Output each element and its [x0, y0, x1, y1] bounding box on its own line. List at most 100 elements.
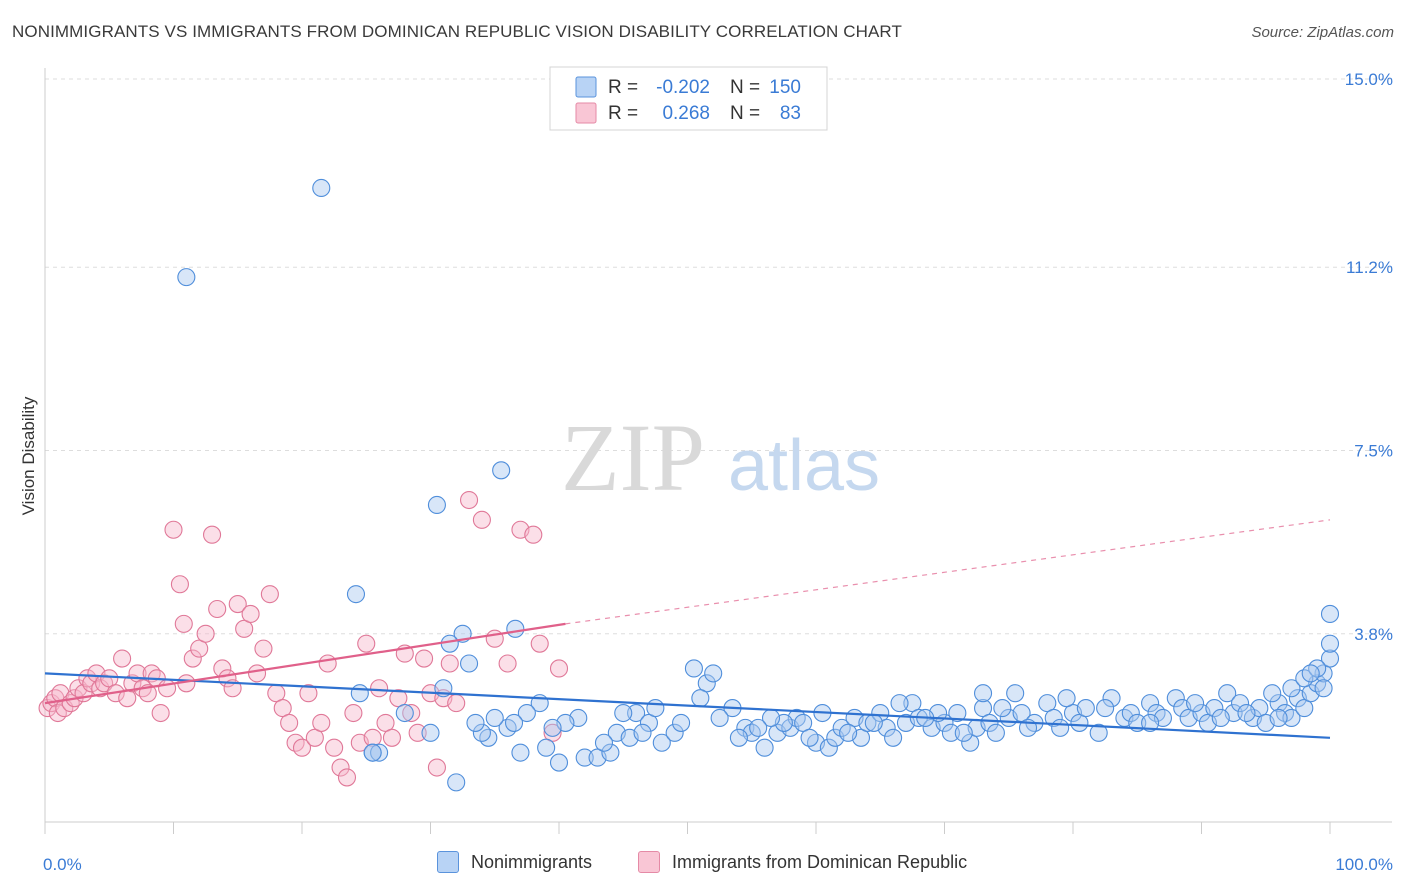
- nonimmigrants-point: [350, 684, 369, 703]
- nonimmigrants-point: [864, 713, 883, 732]
- nonimmigrants-point: [646, 699, 665, 718]
- nonimmigrants-point: [1320, 604, 1340, 624]
- immigrants-point: [524, 525, 543, 544]
- watermark-zip: ZIP: [561, 404, 705, 511]
- immigrants-point: [228, 595, 247, 614]
- nonimmigrants-point: [421, 723, 440, 742]
- nonimmigrants-point: [472, 723, 491, 742]
- nonimmigrants-point: [543, 718, 562, 737]
- legend-r-value-1: -0.202: [656, 77, 710, 98]
- watermark-atlas: atlas: [728, 426, 880, 506]
- nonimmigrants-point: [1282, 679, 1301, 698]
- legend-box: R = -0.202 N = 150 R = 0.268 N = 83: [549, 66, 828, 131]
- nonimmigrants-point: [1320, 634, 1340, 653]
- legend-swatch-immigrants: [575, 102, 597, 124]
- legend-swatch-pink: [638, 851, 660, 873]
- immigrants-point: [318, 654, 337, 673]
- nonimmigrants-point: [601, 743, 620, 762]
- immigrants-point: [357, 634, 376, 653]
- immigrants-point: [260, 585, 279, 604]
- immigrants-point: [95, 674, 114, 693]
- trend-layer: [44, 519, 1331, 739]
- nonimmigrants-point: [485, 708, 504, 728]
- nonimmigrants-point: [511, 743, 530, 762]
- legend-n-label-2: N =: [730, 103, 760, 124]
- immigrants-point: [498, 654, 517, 673]
- immigrants-point: [151, 703, 170, 723]
- tick-labels: 3.8% 7.5% 11.2% 15.0% 0.0% 100.0%: [43, 70, 1393, 874]
- nonimmigrants-point: [427, 495, 446, 515]
- nonimmigrants-point: [819, 738, 838, 757]
- legend-label-immigrants: Immigrants from Dominican Republic: [672, 851, 968, 872]
- nonimmigrants-point: [1166, 689, 1185, 708]
- immigrants-point: [292, 738, 312, 757]
- nonimmigrants-point: [633, 723, 652, 742]
- source-label: Source: ZipAtlas.com: [1251, 24, 1394, 41]
- nonimmigrants-point: [1076, 699, 1095, 718]
- nonimmigrants-point: [575, 748, 594, 767]
- immigrants-point: [382, 728, 402, 747]
- nonimmigrants-point: [890, 694, 909, 713]
- immigrants-trendline: [44, 622, 566, 705]
- immigrants-point: [247, 664, 267, 683]
- nonimmigrants-point: [363, 743, 382, 762]
- nonimmigrants-point: [177, 268, 196, 287]
- nonimmigrants-point: [1320, 649, 1340, 668]
- nonimmigrants-point: [884, 728, 903, 747]
- x-tick-label: 100.0%: [1335, 855, 1393, 874]
- nonimmigrants-point: [1211, 708, 1230, 728]
- immigrants-point: [344, 703, 363, 723]
- immigrants-point: [331, 758, 350, 777]
- immigrants-point: [241, 604, 260, 624]
- legend-n-value-2: 83: [780, 103, 801, 124]
- bottom-legend: Nonimmigrants Immigrants from Dominican …: [0, 851, 1406, 879]
- nonimmigrants-point: [704, 664, 723, 683]
- nonimmigrants-point: [1141, 694, 1160, 713]
- immigrants-point: [427, 758, 446, 777]
- immigrants-point: [325, 738, 344, 757]
- nonimmigrants-point: [986, 723, 1005, 742]
- nonimmigrants-point: [395, 703, 414, 723]
- nonimmigrants-point: [980, 713, 999, 732]
- nonimmigrants-point: [973, 684, 993, 703]
- legend-r-label-2: R =: [608, 103, 638, 124]
- immigrants-point: [208, 599, 227, 619]
- axis-layer: [44, 68, 1392, 834]
- immigrants-point: [299, 684, 318, 703]
- immigrants-point: [549, 659, 569, 678]
- nonimmigrants-point: [1044, 708, 1063, 728]
- nonimmigrants-point: [1089, 723, 1108, 742]
- nonimmigrants-point: [1263, 684, 1282, 703]
- legend-swatch-blue: [437, 851, 459, 873]
- nonimmigrants-point: [684, 659, 703, 678]
- immigrants-point: [170, 575, 189, 594]
- nonimmigrants-point: [504, 713, 524, 732]
- immigrants-point: [158, 679, 177, 698]
- nonimmigrants-point: [517, 703, 536, 723]
- immigrants-point: [183, 649, 202, 668]
- nonimmigrants-point: [447, 773, 466, 792]
- nonimmigrants-point: [537, 738, 556, 757]
- immigrants-points: [38, 490, 569, 787]
- legend-r-label-1: R =: [608, 77, 638, 98]
- immigrants-point: [164, 520, 183, 539]
- legend-r-value-2: 0.268: [662, 103, 710, 124]
- nonimmigrants-point: [665, 723, 684, 742]
- immigrants-point: [196, 624, 215, 643]
- immigrants-point: [447, 694, 466, 713]
- nonimmigrants-point: [652, 733, 671, 752]
- y-tick-label: 11.2%: [1346, 258, 1393, 277]
- nonimmigrants-point: [1057, 689, 1076, 708]
- nonimmigrants-point: [1231, 694, 1250, 713]
- nonimmigrants-point: [691, 689, 710, 708]
- nonimmigrants-point: [1006, 684, 1025, 703]
- nonimmigrants-point: [1186, 694, 1205, 713]
- chart-title: NONIMMIGRANTS VS IMMIGRANTS FROM DOMINIC…: [12, 22, 902, 41]
- nonimmigrants-point: [1096, 699, 1115, 718]
- immigrants-point: [312, 713, 331, 732]
- y-tick-label: 3.8%: [1354, 625, 1393, 644]
- y-axis-label: Vision Disability: [19, 396, 38, 515]
- immigrants-point: [415, 649, 434, 668]
- nonimmigrants-point: [1102, 689, 1121, 708]
